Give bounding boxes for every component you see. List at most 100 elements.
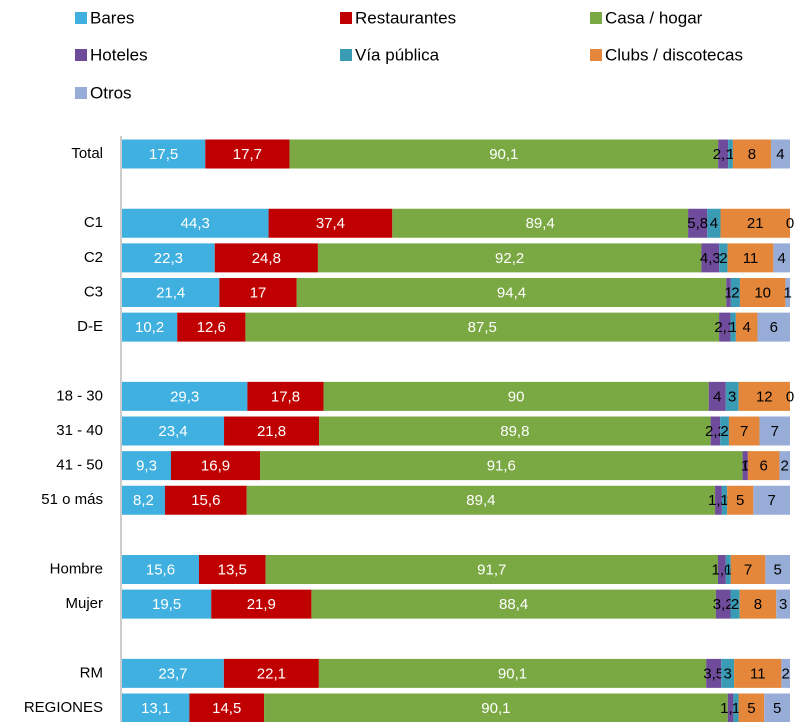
bar-segment (757, 312, 790, 342)
data-label: 2 (731, 284, 739, 301)
legend-label: Vía pública (355, 45, 440, 64)
bar-segment (747, 451, 780, 481)
legend-swatch (75, 49, 87, 61)
bar-segment (223, 658, 319, 688)
bar-segment (730, 555, 766, 584)
data-label: 5 (773, 700, 781, 717)
bar-segment (177, 312, 246, 342)
legend-label: Restaurantes (355, 8, 456, 27)
bar-segment (122, 693, 190, 722)
bar-segment (211, 589, 312, 619)
category-label: RM (80, 664, 103, 681)
data-label: 4 (713, 388, 721, 405)
bar-segment (245, 312, 720, 342)
data-label: 7 (771, 423, 779, 440)
bar-segment (738, 693, 765, 722)
bar-segment (219, 278, 297, 307)
data-label: 15,6 (191, 492, 220, 509)
data-label: 1 (741, 458, 749, 475)
bar-segment (717, 555, 726, 584)
bar-segment (776, 589, 790, 619)
category-label: D-E (77, 318, 103, 335)
bar-segment (122, 485, 165, 515)
bar-segment (721, 658, 735, 688)
legend-label: Otros (90, 83, 132, 102)
legend-swatch (75, 12, 87, 24)
data-label: 14,5 (212, 700, 241, 717)
bar-segment (701, 243, 720, 273)
bar-segment (122, 208, 269, 238)
data-label: 7 (767, 492, 775, 509)
bar-segment (728, 139, 733, 169)
bar-segment (738, 381, 790, 411)
bar-segment (122, 658, 224, 688)
data-label: 5,8 (687, 215, 708, 232)
bar-segment (170, 451, 261, 481)
data-label: 5 (747, 700, 755, 717)
data-label: 1 (726, 146, 734, 163)
legend-swatch (590, 49, 602, 61)
data-label: 19,5 (152, 596, 181, 613)
data-label: 7 (744, 561, 752, 578)
bar-segment (732, 139, 771, 169)
data-label: 2 (720, 423, 728, 440)
category-label: C1 (84, 214, 103, 231)
bar-segment (735, 312, 758, 342)
bar-segment (122, 312, 178, 342)
category-label: REGIONES (24, 699, 103, 716)
bar-segment (706, 658, 722, 688)
bar-segment (707, 208, 721, 238)
bar-segment (719, 312, 731, 342)
bar-segment (765, 555, 790, 584)
legend-label: Clubs / discotecas (605, 45, 743, 64)
data-label: 90,1 (489, 146, 518, 163)
bar-segment (296, 278, 727, 307)
bar-segment (715, 589, 731, 619)
data-label: 3 (779, 596, 787, 613)
bar-segment (726, 278, 731, 307)
bar-segment (779, 451, 790, 481)
data-label: 3 (728, 388, 736, 405)
bar-segment (289, 139, 719, 169)
data-label: 89,4 (466, 492, 495, 509)
data-label: 11 (743, 250, 759, 267)
bar-segment (710, 416, 721, 446)
bar-segment (708, 381, 726, 411)
bar-segment (718, 139, 729, 169)
bar-segment (311, 589, 716, 619)
data-label: 90,1 (481, 700, 510, 717)
legend-swatch (75, 87, 87, 99)
data-label: 16,9 (201, 458, 230, 475)
bar-segment (323, 381, 709, 411)
data-label: 1 (720, 492, 728, 509)
bar-segment (214, 243, 318, 273)
data-label: 8,2 (133, 492, 154, 509)
data-label: 4 (710, 215, 718, 232)
bar-segment (164, 485, 247, 515)
bar-segment (122, 243, 215, 273)
legend-swatch (340, 12, 352, 24)
bar-segment (122, 589, 212, 619)
bar-segment (122, 555, 199, 584)
data-label: 2 (781, 458, 789, 475)
data-label: 1 (732, 700, 740, 717)
bar-segment (742, 451, 748, 481)
data-label: 17,7 (233, 146, 262, 163)
data-label: 17,8 (271, 388, 300, 405)
category-label: Total (71, 145, 103, 162)
data-label: 1 (729, 319, 737, 336)
bar-segment (734, 658, 782, 688)
data-label: 90,1 (498, 665, 527, 682)
data-label: 6 (770, 319, 778, 336)
data-label: 94,4 (497, 284, 526, 301)
data-label: 88,4 (499, 596, 528, 613)
category-label: 51 o más (41, 491, 103, 508)
bar-segment (122, 416, 225, 446)
category-label: Hombre (50, 560, 103, 577)
bar-segment (392, 208, 689, 238)
data-label: 4 (743, 319, 751, 336)
bar-segment (770, 139, 790, 169)
data-label: 91,7 (477, 561, 506, 578)
data-label: 92,2 (495, 250, 524, 267)
